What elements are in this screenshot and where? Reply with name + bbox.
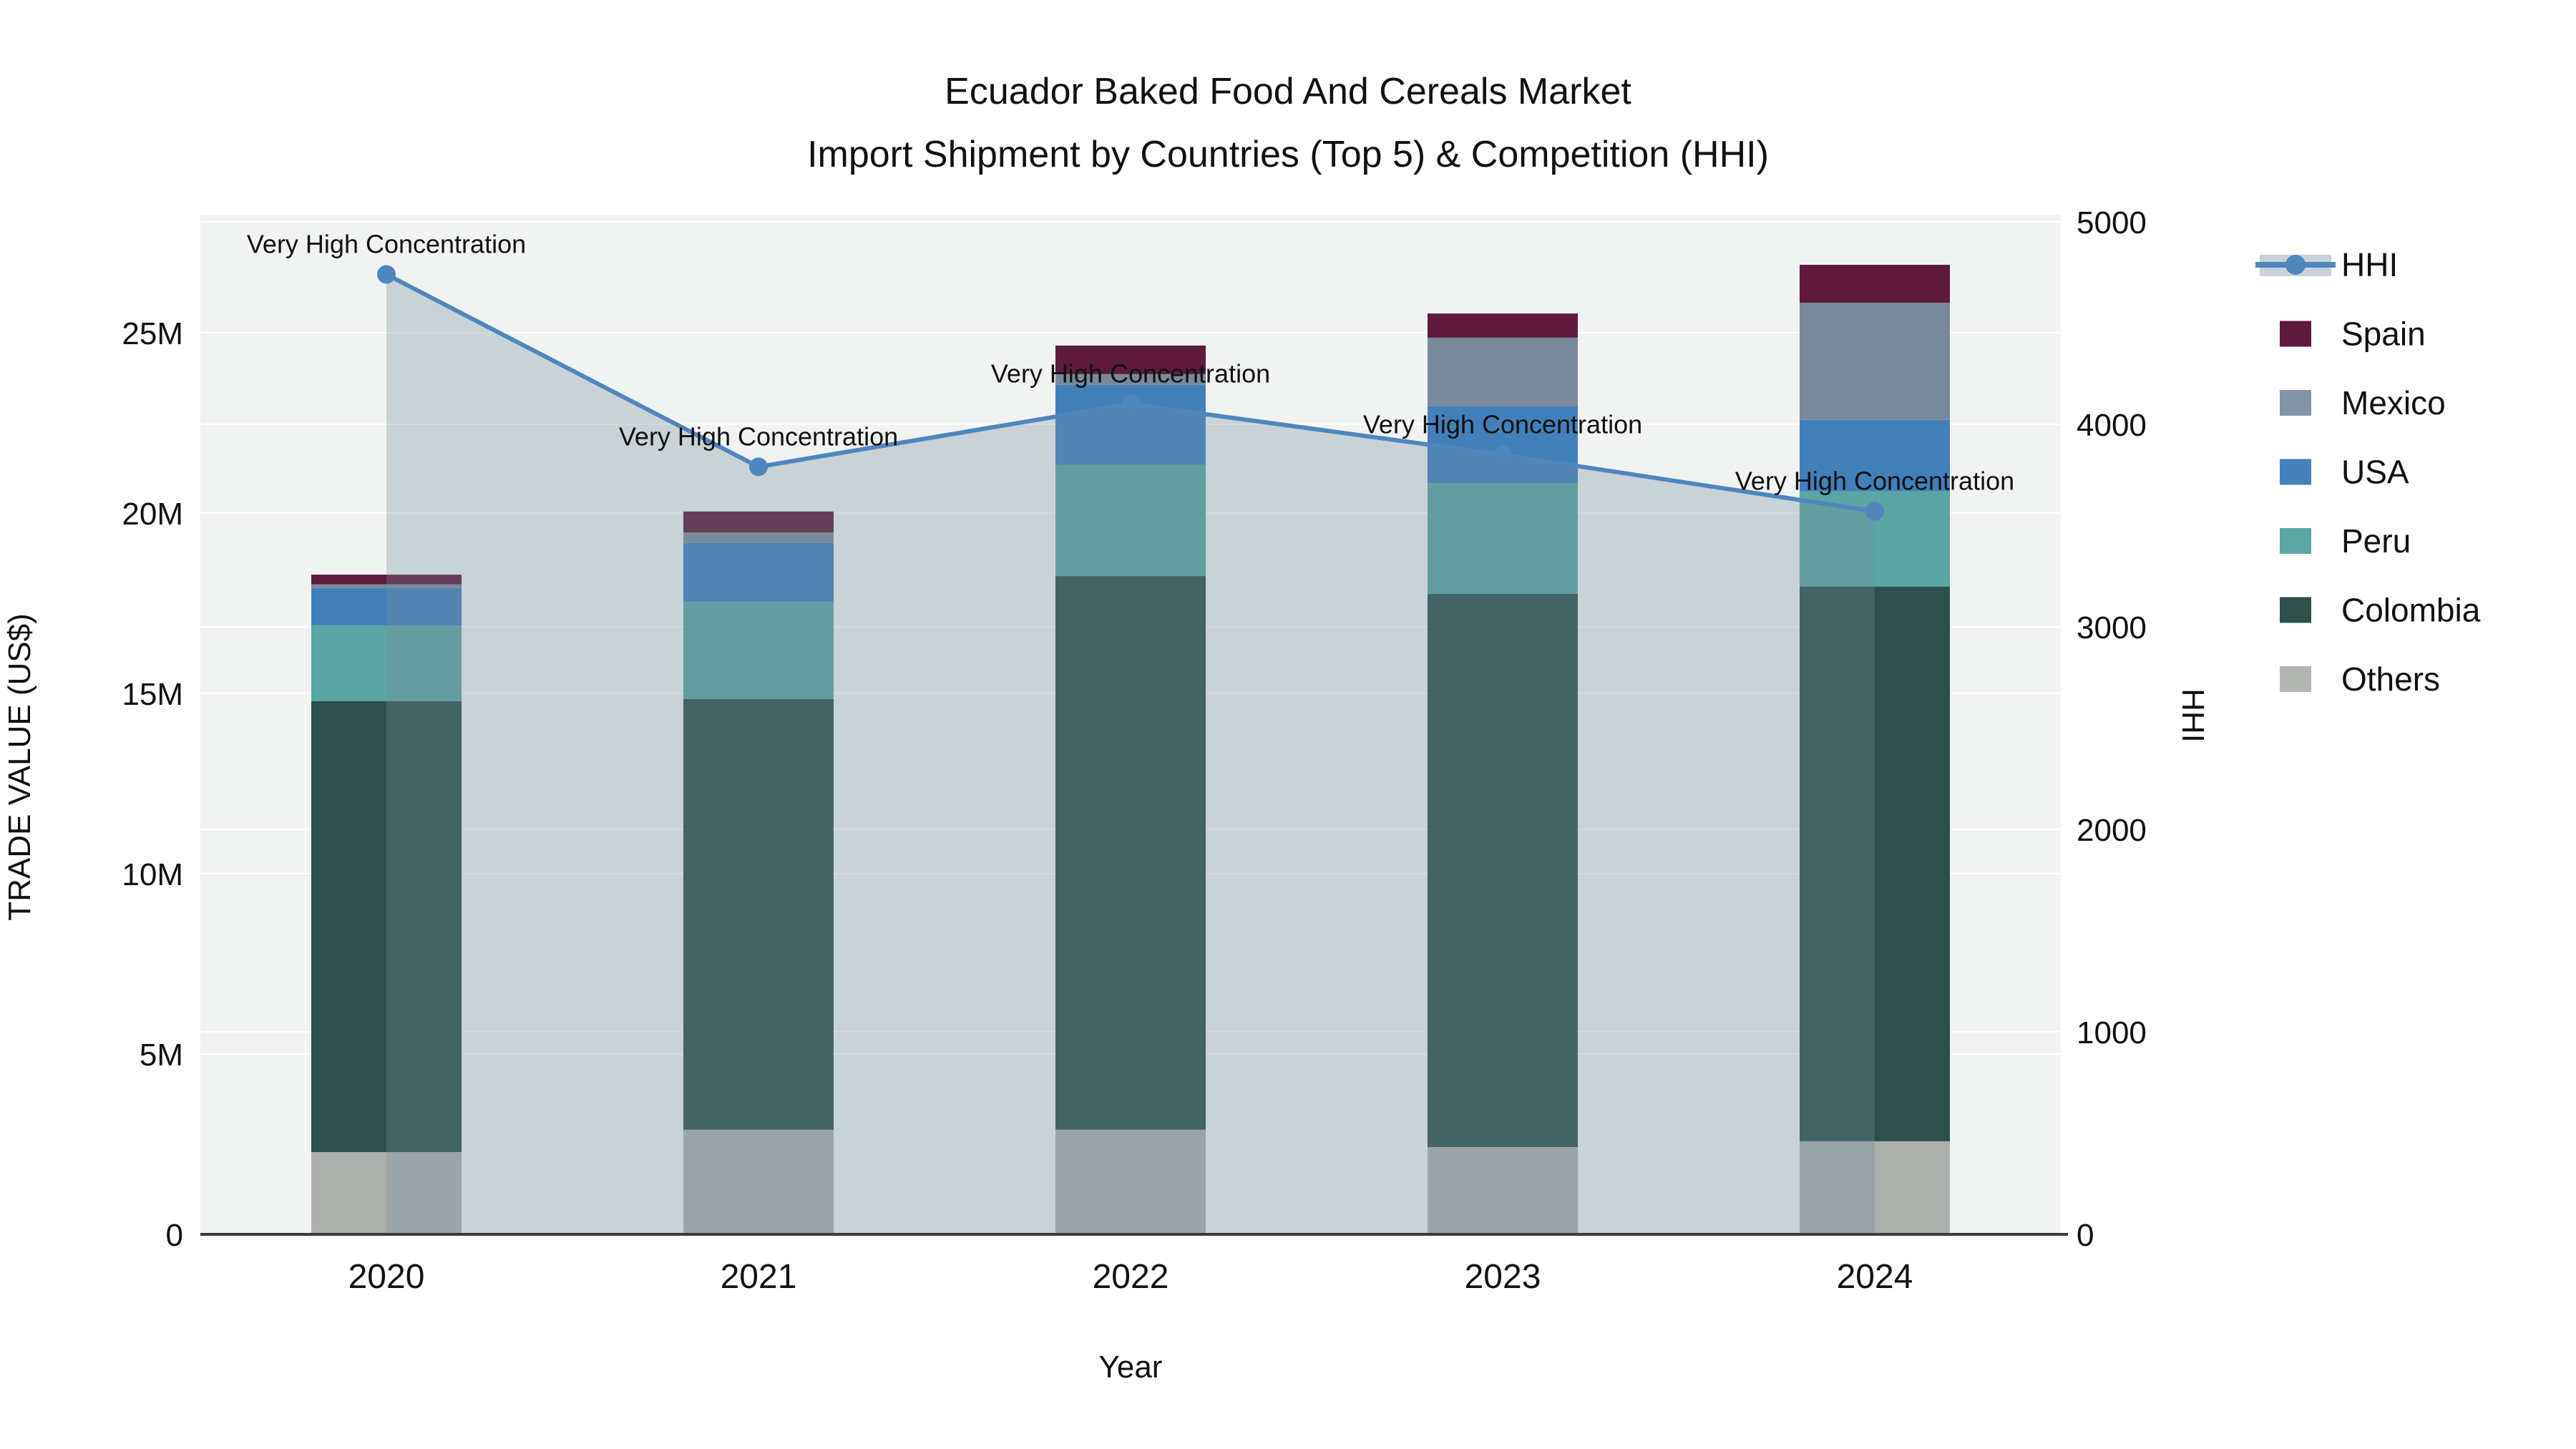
hhi-line [377,265,1884,521]
legend-item-others[interactable]: Others [2280,660,2440,698]
legend-label-others: Others [2341,660,2440,698]
legend-swatch-spain [2280,321,2311,347]
annotation-2022: Very High Concentration [991,359,1270,389]
legend-item-peru[interactable]: Peru [2280,522,2411,560]
chart-title-line1: Ecuador Baked Food And Cereals Market [945,71,1631,112]
bar-segment-2022-colombia[interactable] [1055,576,1206,1130]
bar-segment-2021-usa[interactable] [683,542,834,602]
hhi-area-polygon [386,274,1875,1234]
bar-segment-2023-peru[interactable] [1428,483,1578,594]
bar-segment-2020-others[interactable] [311,1152,462,1234]
x-tick-2023: 2023 [1465,1258,1541,1296]
hhi-marker-2024[interactable] [1865,502,1884,521]
bar-segment-2022-peru[interactable] [1055,464,1206,577]
bar-segment-2024-mexico[interactable] [1800,302,1950,420]
x-tick-2021: 2021 [721,1258,797,1296]
legend-label-peru: Peru [2341,522,2411,560]
legend-label-mexico: Mexico [2341,384,2446,421]
annotation-2021: Very High Concentration [619,421,898,451]
left-tick-20M: 20M [122,497,183,532]
right-axis-title: HHI [2175,688,2210,743]
left-axis-title: TRADE VALUE (US$) [2,613,37,921]
left-tick-15M: 15M [122,677,183,712]
bar-segment-2024-colombia[interactable] [1800,586,1950,1141]
hhi-marker-2023[interactable] [1493,445,1512,464]
x-tick-2022: 2022 [1093,1258,1169,1296]
left-tick-5M: 5M [140,1038,183,1073]
annotation-2020: Very High Concentration [247,229,526,258]
legend-swatch-usa [2280,459,2311,485]
hhi-area-fill [386,274,1875,1234]
legend: HHI Spain Mexico USA Peru Colombia Others [2255,246,2481,698]
bar-segment-2022-spain[interactable] [1055,345,1206,374]
legend-swatch-mexico [2280,390,2311,416]
right-tick-3000: 3000 [2077,610,2147,645]
bar-segment-2021-mexico[interactable] [683,532,834,543]
legend-label-colombia: Colombia [2341,592,2481,629]
bar-segment-2020-spain[interactable] [311,575,462,585]
hhi-marker-swatch [2285,255,2306,275]
stacked-bars [311,265,1950,1234]
x-tick-2024: 2024 [1837,1258,1913,1296]
hhi-marker-2021[interactable] [749,457,768,477]
left-tick-0: 0 [166,1218,183,1253]
right-tick-2000: 2000 [2077,813,2147,848]
bar-segment-2023-colombia[interactable] [1428,593,1578,1148]
bar-segment-2024-usa[interactable] [1800,419,1950,492]
bar-segment-2022-others[interactable] [1055,1129,1206,1234]
bar-segment-2024-others[interactable] [1800,1141,1950,1234]
bar-segment-2021-peru[interactable] [683,601,834,699]
left-tick-10M: 10M [122,857,183,892]
legend-label-spain: Spain [2341,316,2426,353]
right-tick-5000: 5000 [2077,205,2147,240]
right-tick-4000: 4000 [2077,408,2147,443]
legend-swatch-colombia [2280,597,2311,623]
bar-segment-2023-spain[interactable] [1428,313,1578,338]
legend-swatch-peru [2280,528,2311,554]
x-tick-2020: 2020 [348,1258,425,1296]
legend-item-spain[interactable]: Spain [2280,316,2426,353]
bar-segment-2021-colombia[interactable] [683,698,834,1130]
bar-segment-2022-mexico[interactable] [1055,374,1206,385]
tick-labels: 0 5M 10M 15M 20M 25M 0 1000 2000 3000 4000 5000 2020… [122,205,2146,1296]
legend-item-mexico[interactable]: Mexico [2280,384,2446,421]
annotation-2023: Very High Concentration [1363,409,1642,439]
hhi-marker-2020[interactable] [377,265,396,284]
left-tick-25M: 25M [122,316,183,351]
legend-swatch-others [2280,666,2311,692]
bar-segment-2023-usa[interactable] [1428,406,1578,484]
annotation-2024: Very High Concentration [1735,467,2014,496]
legend-item-hhi[interactable]: HHI [2255,246,2398,283]
right-tick-1000: 1000 [2077,1015,2147,1050]
bar-segment-2020-peru[interactable] [311,625,462,701]
hhi-marker-2022[interactable] [1121,394,1140,414]
bar-segment-2021-spain[interactable] [683,511,834,533]
bar-segment-2024-spain[interactable] [1800,265,1950,303]
bar-segment-2020-usa[interactable] [311,587,462,626]
bar-segment-2023-others[interactable] [1428,1147,1578,1234]
x-axis-title: Year [1099,1350,1163,1385]
legend-item-usa[interactable]: USA [2280,454,2409,491]
bar-segment-2020-colombia[interactable] [311,701,462,1153]
bar-segment-2020-mexico[interactable] [311,584,462,588]
legend-label-hhi: HHI [2341,246,2398,283]
annotations: Very High Concentration Very High Concent… [247,229,2014,495]
bar-segment-2021-others[interactable] [683,1129,834,1234]
right-tick-0: 0 [2077,1218,2094,1253]
chart-title-line2: Import Shipment by Countries (Top 5) & C… [807,134,1769,175]
bar-segment-2023-mexico[interactable] [1428,337,1578,406]
legend-label-usa: USA [2341,454,2409,491]
legend-item-colombia[interactable]: Colombia [2280,592,2481,629]
